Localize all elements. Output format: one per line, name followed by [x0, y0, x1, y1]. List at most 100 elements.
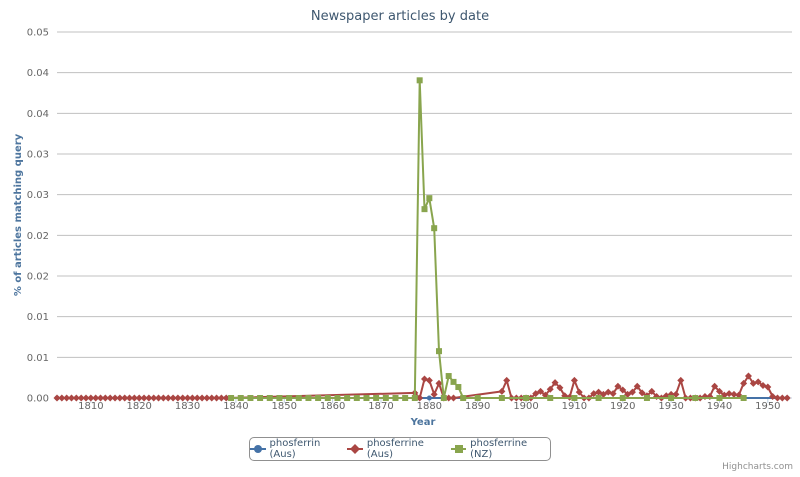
data-point[interactable] [619, 386, 627, 394]
data-point[interactable] [68, 394, 76, 402]
data-point[interactable] [715, 387, 723, 395]
series-phosferrine-nz[interactable] [228, 77, 747, 401]
data-point[interactable] [624, 390, 632, 398]
data-point[interactable] [450, 378, 457, 385]
data-point[interactable] [179, 394, 187, 402]
data-point[interactable] [87, 394, 95, 402]
data-point[interactable] [435, 379, 443, 387]
data-point[interactable] [97, 394, 105, 402]
data-point[interactable] [455, 384, 462, 391]
data-point[interactable] [735, 391, 743, 399]
data-point[interactable] [532, 390, 540, 398]
data-point[interactable] [72, 394, 80, 402]
data-point[interactable] [402, 395, 409, 401]
data-point[interactable] [648, 387, 656, 395]
data-point[interactable] [547, 395, 554, 401]
data-point[interactable] [556, 384, 564, 392]
data-point[interactable] [247, 395, 254, 401]
data-point[interactable] [101, 394, 109, 402]
data-point[interactable] [619, 395, 626, 401]
data-point[interactable] [63, 394, 71, 402]
legend-item-phosferrine-nz[interactable]: phosferrine (NZ) [450, 438, 550, 460]
data-point[interactable] [778, 394, 786, 402]
data-point[interactable] [77, 394, 85, 402]
data-point[interactable] [633, 382, 641, 390]
data-point[interactable] [445, 373, 452, 380]
data-point[interactable] [174, 394, 182, 402]
data-point[interactable] [184, 394, 192, 402]
data-point[interactable] [599, 390, 607, 398]
data-point[interactable] [551, 379, 559, 387]
data-point[interactable] [498, 387, 506, 395]
data-point[interactable] [286, 395, 293, 401]
data-point[interactable] [440, 395, 447, 401]
data-point[interactable] [145, 394, 153, 402]
data-point[interactable] [503, 376, 511, 384]
data-point[interactable] [672, 390, 680, 398]
data-point[interactable] [257, 395, 264, 401]
data-point[interactable] [537, 387, 545, 395]
data-point[interactable] [571, 395, 578, 401]
data-point[interactable] [421, 206, 428, 213]
data-point[interactable] [324, 395, 331, 401]
data-point[interactable] [92, 394, 100, 402]
data-point[interactable] [155, 394, 163, 402]
data-point[interactable] [436, 348, 443, 355]
data-point[interactable] [188, 394, 196, 402]
data-point[interactable] [106, 394, 114, 402]
data-point[interactable] [450, 394, 458, 402]
data-point[interactable] [764, 383, 772, 391]
data-point[interactable] [498, 395, 505, 401]
data-point[interactable] [353, 395, 360, 401]
data-point[interactable] [150, 394, 158, 402]
data-point[interactable] [135, 394, 143, 402]
data-point[interactable] [638, 389, 646, 397]
data-point[interactable] [111, 394, 119, 402]
data-point[interactable] [334, 395, 341, 401]
data-point[interactable] [373, 395, 380, 401]
data-point[interactable] [716, 395, 723, 401]
data-point[interactable] [711, 382, 719, 390]
data-point[interactable] [164, 394, 172, 402]
data-point[interactable] [305, 395, 312, 401]
data-point[interactable] [730, 390, 738, 398]
data-point[interactable] [426, 395, 432, 401]
data-point[interactable] [425, 376, 433, 384]
data-point[interactable] [426, 195, 433, 202]
data-point[interactable] [198, 394, 206, 402]
data-point[interactable] [609, 390, 617, 398]
data-point[interactable] [541, 391, 549, 399]
data-point[interactable] [460, 395, 467, 401]
data-point[interactable] [523, 395, 530, 401]
data-point[interactable] [744, 372, 752, 380]
data-point[interactable] [126, 394, 134, 402]
data-point[interactable] [677, 376, 685, 384]
data-point[interactable] [266, 395, 273, 401]
data-point[interactable] [159, 394, 167, 402]
data-point[interactable] [740, 395, 747, 401]
data-point[interactable] [237, 395, 244, 401]
data-point[interactable] [445, 394, 453, 402]
data-point[interactable] [208, 394, 216, 402]
data-point[interactable] [546, 385, 554, 393]
data-point[interactable] [228, 395, 235, 401]
data-point[interactable] [53, 394, 61, 402]
data-point[interactable] [643, 395, 650, 401]
data-point[interactable] [130, 394, 138, 402]
data-point[interactable] [416, 77, 423, 84]
data-point[interactable] [725, 390, 733, 398]
legend-item-phosferrine-aus[interactable]: phosferrine (Aus) [347, 438, 450, 460]
data-point[interactable] [431, 225, 438, 232]
data-point[interactable] [169, 394, 177, 402]
legend-item-phosferrin-aus[interactable]: phosferrin (Aus) [250, 438, 347, 460]
data-point[interactable] [363, 395, 370, 401]
data-point[interactable] [140, 394, 148, 402]
data-point[interactable] [628, 388, 636, 396]
data-point[interactable] [392, 395, 399, 401]
data-point[interactable] [740, 379, 748, 387]
data-point[interactable] [315, 395, 322, 401]
data-point[interactable] [213, 394, 221, 402]
data-point[interactable] [295, 395, 302, 401]
data-point[interactable] [217, 394, 225, 402]
data-point[interactable] [614, 382, 622, 390]
